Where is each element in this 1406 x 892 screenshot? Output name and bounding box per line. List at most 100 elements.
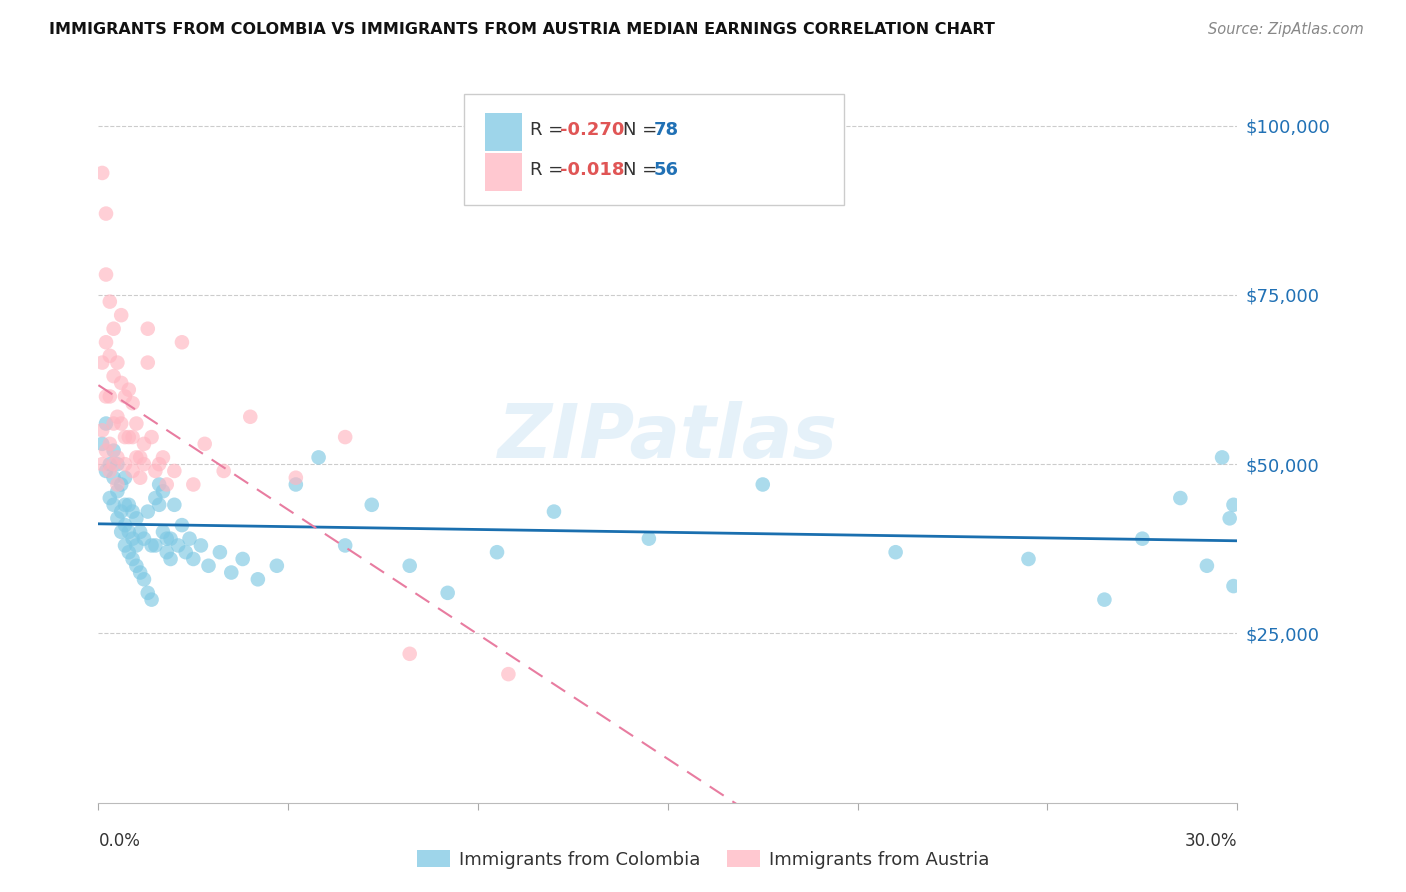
Point [167, 538, 190, 552]
Point [110, 505, 132, 519]
Point [360, 498, 382, 512]
Point [398, 647, 420, 661]
Point [159, 552, 181, 566]
Point [103, 471, 125, 485]
Point [98, 457, 121, 471]
Point [118, 498, 141, 512]
Point [163, 464, 186, 478]
Point [398, 558, 420, 573]
Point [1211, 450, 1233, 465]
Point [125, 538, 148, 552]
Point [110, 417, 132, 431]
Point [94, 417, 117, 431]
Point [110, 477, 132, 491]
Point [98, 294, 121, 309]
Point [335, 538, 357, 552]
Point [110, 308, 132, 322]
Point [170, 518, 193, 533]
Point [1018, 552, 1040, 566]
Point [107, 477, 129, 491]
Point [129, 566, 152, 580]
Point [174, 545, 197, 559]
Point [152, 450, 174, 465]
Point [145, 464, 167, 478]
Point [118, 383, 141, 397]
Text: IMMIGRANTS FROM COLOMBIA VS IMMIGRANTS FROM AUSTRIA MEDIAN EARNINGS CORRELATION : IMMIGRANTS FROM COLOMBIA VS IMMIGRANTS F… [49, 22, 995, 37]
Point [114, 430, 136, 444]
Point [107, 457, 129, 471]
Point [136, 505, 159, 519]
Point [91, 355, 114, 369]
Text: 78: 78 [654, 121, 679, 139]
Point [638, 532, 661, 546]
Point [129, 524, 152, 539]
Point [163, 498, 186, 512]
Point [103, 369, 125, 384]
Point [121, 532, 143, 546]
Point [136, 322, 159, 336]
Point [266, 558, 288, 573]
Point [114, 518, 136, 533]
Point [91, 457, 114, 471]
Point [486, 545, 509, 559]
Point [1222, 579, 1244, 593]
Point [107, 409, 129, 424]
Point [91, 166, 114, 180]
Text: R =: R = [530, 161, 569, 179]
Text: N =: N = [623, 121, 662, 139]
Point [121, 552, 143, 566]
Text: R =: R = [530, 121, 569, 139]
Point [141, 592, 163, 607]
Point [94, 206, 117, 220]
Point [103, 457, 125, 471]
Point [148, 498, 170, 512]
Point [98, 389, 121, 403]
Point [752, 477, 775, 491]
Point [212, 464, 235, 478]
Point [246, 572, 269, 586]
Point [103, 443, 125, 458]
Point [197, 558, 219, 573]
Point [103, 322, 125, 336]
Text: -0.270: -0.270 [560, 121, 624, 139]
Point [114, 471, 136, 485]
Point [107, 484, 129, 499]
Point [114, 457, 136, 471]
Point [284, 477, 307, 491]
Point [94, 335, 117, 350]
Point [98, 491, 121, 505]
Point [239, 409, 262, 424]
Point [183, 552, 205, 566]
Point [118, 524, 141, 539]
Point [94, 464, 117, 478]
Point [145, 538, 167, 552]
Point [118, 430, 141, 444]
Point [148, 457, 170, 471]
Point [129, 450, 152, 465]
Point [159, 532, 181, 546]
Point [98, 464, 121, 478]
Point [94, 443, 117, 458]
Point [190, 538, 212, 552]
Point [132, 532, 155, 546]
Point [121, 464, 143, 478]
Text: -0.018: -0.018 [560, 161, 624, 179]
Point [114, 538, 136, 552]
Point [107, 450, 129, 465]
Point [110, 524, 132, 539]
Text: N =: N = [623, 161, 662, 179]
Point [94, 389, 117, 403]
Text: 30.0%: 30.0% [1185, 832, 1237, 850]
Point [125, 558, 148, 573]
Point [91, 423, 114, 437]
Point [194, 437, 217, 451]
Point [156, 532, 179, 546]
Point [125, 511, 148, 525]
Text: 0.0%: 0.0% [98, 832, 141, 850]
Point [129, 471, 152, 485]
Point [1132, 532, 1154, 546]
Point [156, 477, 179, 491]
Point [132, 437, 155, 451]
Point [543, 505, 565, 519]
Point [156, 545, 179, 559]
